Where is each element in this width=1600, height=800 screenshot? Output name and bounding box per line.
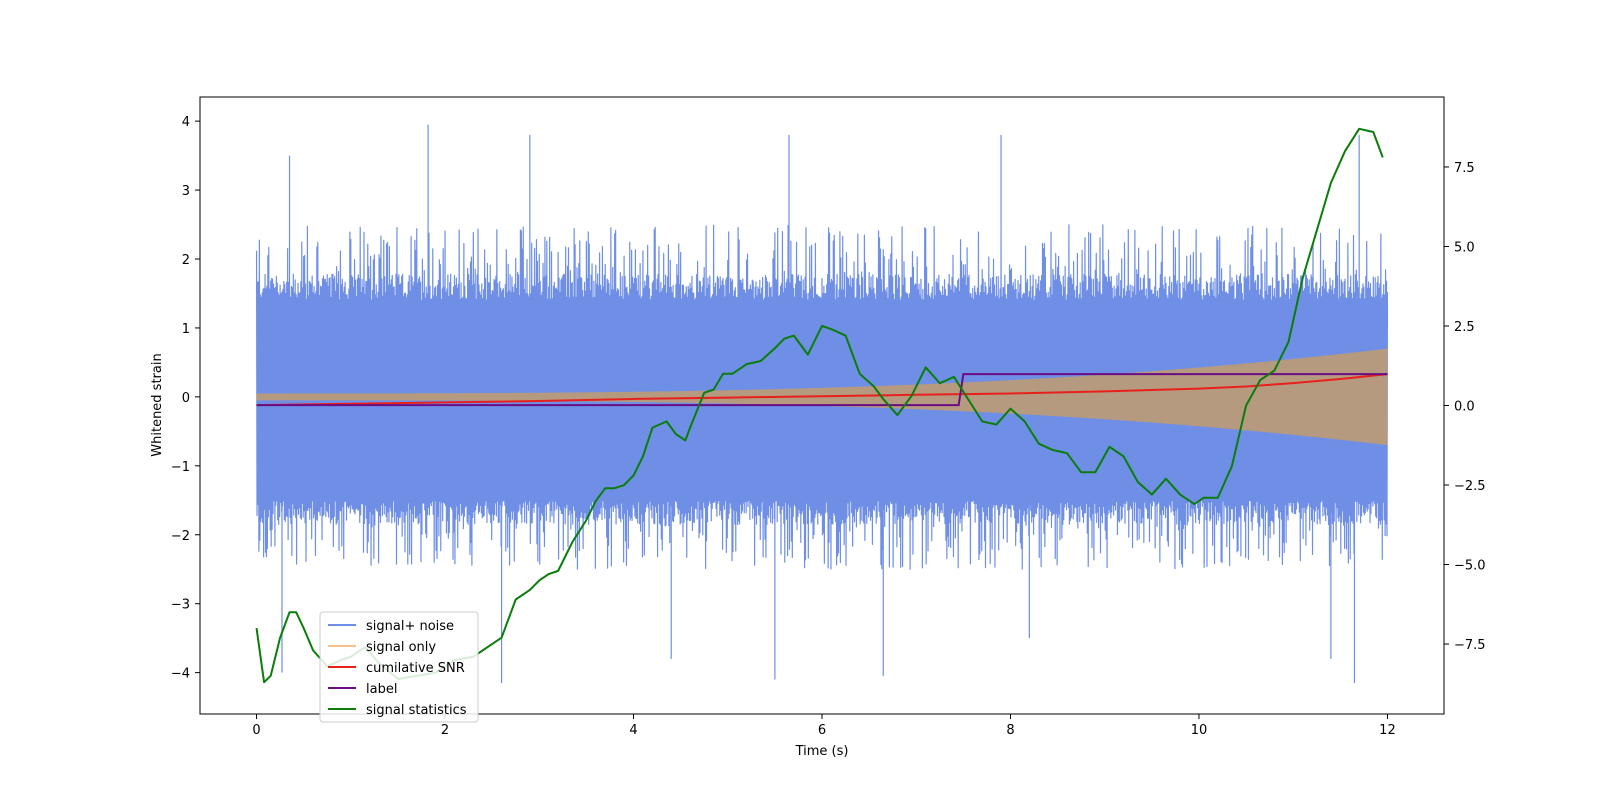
x-tick-label: 2 bbox=[441, 723, 449, 738]
y2-tick-label: −2.5 bbox=[1454, 479, 1486, 494]
x-tick-label: 4 bbox=[629, 723, 637, 738]
legend-label-signal-only: signal only bbox=[366, 640, 436, 655]
y2-tick-label: 0.0 bbox=[1454, 400, 1475, 415]
x-axis-label: Time (s) bbox=[795, 744, 849, 759]
y2-tick-label: 2.5 bbox=[1454, 320, 1475, 335]
y2-tick-label: 5.0 bbox=[1454, 240, 1475, 255]
series-cumulative-snr bbox=[256, 373, 1388, 407]
legend: signal+ noise signal only cumilative SNR… bbox=[319, 611, 479, 723]
series-signal-noise bbox=[255, 124, 1389, 683]
x-tick-label: 0 bbox=[252, 723, 260, 738]
y-axis-label: Whitened strain bbox=[150, 353, 165, 456]
y2-tick-label: −5.0 bbox=[1454, 559, 1486, 574]
y-tick-label: 1 bbox=[182, 322, 190, 337]
y-tick-label: 4 bbox=[182, 115, 190, 130]
y-tick-label: −2 bbox=[171, 529, 190, 544]
y-axis-right: −7.5 −5.0 −2.5 0.0 2.5 5.0 7.5 bbox=[1444, 161, 1486, 653]
legend-label-cumulative-snr: cumilative SNR bbox=[366, 661, 465, 676]
x-tick-label: 6 bbox=[818, 723, 826, 738]
x-tick-label: 8 bbox=[1006, 723, 1014, 738]
x-tick-label: 10 bbox=[1191, 723, 1208, 738]
y-tick-label: −1 bbox=[171, 460, 190, 475]
y-tick-label: −4 bbox=[171, 667, 190, 682]
y2-tick-label: −7.5 bbox=[1454, 638, 1486, 653]
legend-label-signal-noise: signal+ noise bbox=[366, 619, 454, 634]
y-tick-label: 3 bbox=[182, 184, 190, 199]
y-axis-left: −4 −3 −2 −1 0 1 2 3 4 bbox=[171, 115, 200, 682]
legend-box bbox=[319, 611, 479, 723]
y-tick-label: 2 bbox=[182, 253, 190, 268]
y2-tick-label: 7.5 bbox=[1454, 161, 1475, 176]
y-tick-label: −3 bbox=[171, 598, 190, 613]
legend-label-label: label bbox=[366, 682, 397, 697]
y-tick-label: 0 bbox=[182, 391, 190, 406]
x-tick-label: 12 bbox=[1379, 723, 1396, 738]
legend-label-signal-statistics: signal statistics bbox=[366, 703, 467, 718]
